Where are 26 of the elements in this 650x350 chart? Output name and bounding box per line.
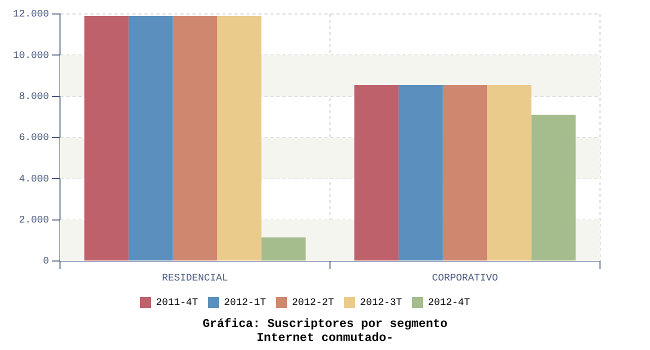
legend-label: 2012-3T [360,298,402,310]
bar [487,85,532,260]
text: Gráfica: Suscriptores por segmento [202,317,448,331]
bar [531,114,576,260]
legend-label: 2011-4T [156,298,198,310]
x-tick-label: RESIDENCIAL [162,274,228,285]
legend-label: 2012-1T [224,298,266,310]
bar [217,16,262,260]
bar [84,16,129,260]
x-tick-label: CORPORATIVO [432,274,498,285]
bar [354,85,399,260]
y-tick-label: 0 [42,256,50,268]
legend-label: 2012-4T [428,298,470,310]
bar [128,16,173,260]
bar [398,85,443,260]
y-tick-label: 6.000 [18,133,50,144]
y-tick-label: 2.000 [18,215,50,226]
y-tick-label: 8.000 [18,92,50,103]
y-tick-label: 12.000 [12,10,50,21]
y-tick-label: 10.000 [12,50,50,62]
bar [261,237,306,260]
bar [172,16,218,260]
y-tick-label: 4.000 [18,174,50,186]
text: Internet conmutado- [256,331,394,345]
bar [442,85,488,260]
legend-label: 2012-2T [292,298,334,310]
